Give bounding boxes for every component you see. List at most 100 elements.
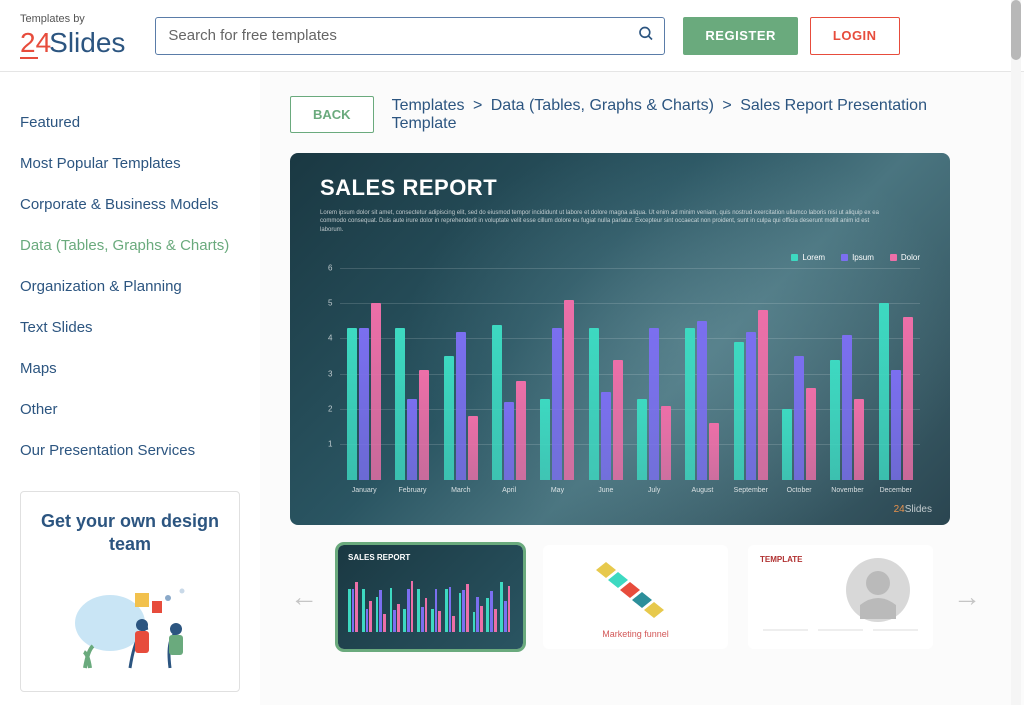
thumbnails-row: ← SALES REPORT Marketing funnel TEMPLATE [290, 545, 994, 649]
chart-legend: Lorem Ipsum Dolor [791, 253, 920, 262]
month-group: December [872, 268, 920, 480]
sidebar-item[interactable]: Featured [20, 102, 240, 143]
logo-tagline: Templates by [20, 13, 125, 25]
bar [589, 328, 599, 480]
bar [601, 392, 611, 480]
sidebar-item[interactable]: Our Presentation Services [20, 430, 240, 471]
month-group: August [678, 268, 726, 480]
mini-bar [348, 589, 351, 632]
bars-wrap: JanuaryFebruaryMarchAprilMayJuneJulyAugu… [340, 268, 920, 480]
bar [552, 328, 562, 480]
sidebar-item[interactable]: Other [20, 389, 240, 430]
month-group: November [823, 268, 871, 480]
bar [854, 399, 864, 480]
y-tick-label: 6 [328, 264, 332, 273]
sidebar-item[interactable]: Maps [20, 348, 240, 389]
mini-bar [355, 582, 358, 632]
legend-label: Ipsum [852, 253, 874, 262]
bar [697, 321, 707, 480]
bar [564, 300, 574, 480]
month-group: January [340, 268, 388, 480]
bar [395, 328, 405, 480]
mini-bar [494, 609, 497, 632]
slide-preview[interactable]: SALES REPORT Lorem ipsum dolor sit amet,… [290, 153, 950, 525]
mini-bar [438, 611, 441, 632]
month-group: September [727, 268, 775, 480]
bar [794, 356, 804, 480]
breadcrumb: Templates > Data (Tables, Graphs & Chart… [392, 97, 994, 133]
month-group: October [775, 268, 823, 480]
sidebar-item[interactable]: Most Popular Templates [20, 143, 240, 184]
legend-swatch [841, 254, 848, 261]
month-label: February [398, 487, 426, 494]
header-buttons: REGISTER LOGIN [683, 17, 899, 55]
bar [891, 370, 901, 480]
login-button[interactable]: LOGIN [810, 17, 900, 55]
legend-item: Ipsum [841, 253, 874, 262]
sidebar-item[interactable]: Text Slides [20, 307, 240, 348]
preview-title: SALES REPORT [320, 175, 920, 201]
search-wrap [155, 17, 665, 55]
legend-swatch [791, 254, 798, 261]
mini-bar [508, 586, 511, 632]
bar [468, 416, 478, 480]
next-arrow-icon[interactable]: → [953, 581, 981, 613]
month-label: November [831, 487, 863, 494]
logo[interactable]: Templates by 24Slides [20, 13, 125, 59]
month-label: August [692, 487, 714, 494]
mini-bar [369, 601, 372, 632]
search-icon[interactable] [637, 24, 655, 47]
scrollbar-thumb[interactable] [1011, 0, 1021, 60]
breadcrumb-sep-icon: > [722, 97, 731, 114]
funnel-icon [576, 555, 696, 625]
register-button[interactable]: REGISTER [683, 17, 797, 55]
preview-lorem: Lorem ipsum dolor sit amet, consectetur … [320, 209, 880, 234]
month-group: May [533, 268, 581, 480]
mini-bar [431, 609, 434, 632]
bar [806, 388, 816, 480]
sidebar-item[interactable]: Corporate & Business Models [20, 184, 240, 225]
bar [709, 423, 719, 480]
breadcrumb-category[interactable]: Data (Tables, Graphs & Charts) [491, 97, 714, 114]
sidebar: FeaturedMost Popular TemplatesCorporate … [0, 72, 260, 705]
bar [504, 402, 514, 480]
legend-label: Lorem [802, 253, 825, 262]
y-tick-label: 2 [328, 404, 332, 413]
bar [649, 328, 659, 480]
bar [444, 356, 454, 480]
legend-item: Dolor [890, 253, 920, 262]
y-tick-label: 3 [328, 369, 332, 378]
main-content: BACK Templates > Data (Tables, Graphs & … [260, 72, 1024, 705]
mini-bar [393, 610, 396, 632]
thumbnail-2[interactable]: Marketing funnel [543, 545, 728, 649]
breadcrumb-root[interactable]: Templates [392, 97, 465, 114]
month-label: April [502, 487, 516, 494]
bar [407, 399, 417, 480]
sidebar-item[interactable]: Organization & Planning [20, 266, 240, 307]
mini-bar [366, 609, 369, 632]
legend-label: Dolor [901, 253, 920, 262]
legend-item: Lorem [791, 253, 825, 262]
mini-bar [486, 598, 489, 632]
bar [540, 399, 550, 480]
thumbnail-1[interactable]: SALES REPORT [338, 545, 523, 649]
mini-bar [390, 588, 393, 632]
thumbnail-3[interactable]: TEMPLATE [748, 545, 933, 649]
y-tick-label: 1 [328, 439, 332, 448]
mini-bar [459, 593, 462, 632]
month-label: October [787, 487, 812, 494]
promo-card[interactable]: Get your own design team [20, 491, 240, 692]
mini-bar [425, 598, 428, 632]
mini-bar [452, 616, 455, 632]
bar [516, 381, 526, 480]
back-button[interactable]: BACK [290, 96, 374, 133]
scrollbar-track[interactable] [1011, 0, 1021, 705]
prev-arrow-icon[interactable]: ← [290, 581, 318, 613]
bar [371, 303, 381, 480]
thumbnail-minichart [348, 572, 513, 632]
brand-mark: 24Slides [894, 504, 932, 515]
logo-number: 24 [20, 27, 51, 59]
sidebar-item[interactable]: Data (Tables, Graphs & Charts) [20, 225, 240, 266]
search-input[interactable] [155, 17, 665, 55]
month-group: March [437, 268, 485, 480]
